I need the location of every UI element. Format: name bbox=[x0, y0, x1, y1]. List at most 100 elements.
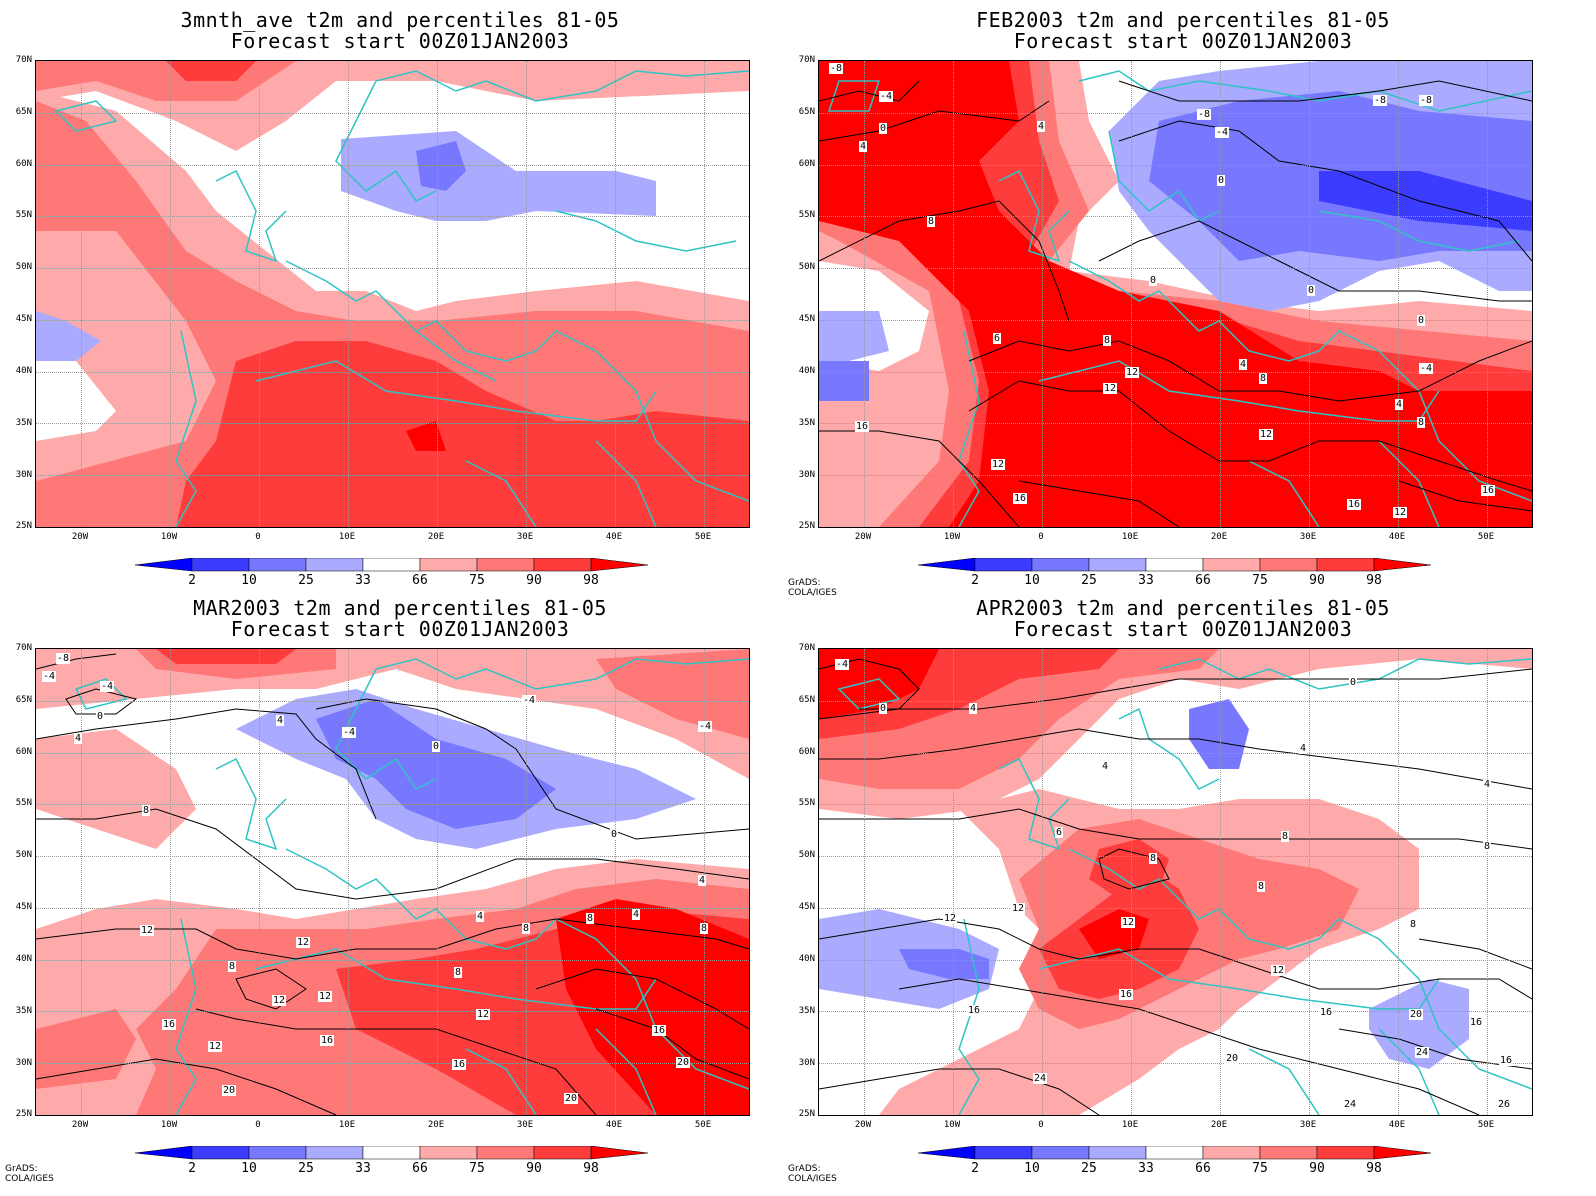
colorbar-segment bbox=[1088, 1146, 1147, 1160]
colorbar-segment bbox=[248, 1146, 307, 1160]
gridline bbox=[1042, 649, 1043, 1115]
lat-tick: 55N bbox=[798, 210, 815, 220]
lat-tick: 45N bbox=[15, 314, 32, 324]
colorbar-segment bbox=[1259, 1146, 1318, 1160]
lat-tick: 60N bbox=[798, 159, 815, 169]
colorbar-segment bbox=[1145, 558, 1204, 572]
colorbar-label: 10 bbox=[241, 573, 257, 588]
lon-tick: 20E bbox=[427, 532, 445, 542]
contour-label: 4 bbox=[74, 733, 83, 744]
contour-label: 16 bbox=[452, 1059, 467, 1070]
colorbar-label: 33 bbox=[355, 1161, 371, 1176]
gridline bbox=[819, 113, 1532, 114]
contour-label: 20 bbox=[222, 1085, 237, 1096]
contour-label: 0 bbox=[1307, 285, 1316, 296]
gridline bbox=[1131, 649, 1132, 1115]
lat-tick: 65N bbox=[798, 107, 815, 117]
contour-label: 12 bbox=[476, 1009, 491, 1020]
contour-label: 0 bbox=[1349, 677, 1358, 688]
colorbar: 2 10 25 33 66 75 90 98 bbox=[135, 558, 650, 590]
colorbar-triangle-high bbox=[1373, 558, 1432, 572]
lat-tick: 55N bbox=[15, 798, 32, 808]
colorbar-triangle-low bbox=[135, 558, 193, 572]
gridline bbox=[36, 268, 749, 269]
contour-label: -8 bbox=[56, 653, 71, 664]
contour-label: 12 bbox=[1259, 429, 1274, 440]
colorbar-label: 25 bbox=[1081, 573, 1097, 588]
lon-tick: 10E bbox=[338, 1120, 356, 1130]
colorbar-segment bbox=[476, 1146, 535, 1160]
contour-label: 12 bbox=[1271, 965, 1286, 976]
colorbar-svg bbox=[135, 1146, 649, 1160]
colorbar-label: 75 bbox=[1252, 1161, 1268, 1176]
contour-label: 16 bbox=[1481, 485, 1496, 496]
contour-label: 12 bbox=[208, 1041, 223, 1052]
contour-label: 4 bbox=[632, 909, 641, 920]
contour-label: -8 bbox=[1419, 95, 1434, 106]
lon-tick: 20E bbox=[1210, 532, 1228, 542]
colorbar-label: 33 bbox=[355, 573, 371, 588]
gridline bbox=[437, 649, 438, 1115]
lat-tick: 30N bbox=[15, 1058, 32, 1068]
gridline bbox=[819, 216, 1532, 217]
contour-label: 16 bbox=[320, 1035, 335, 1046]
gridline bbox=[526, 649, 527, 1115]
grads-credit: GrADS: COLA/IGES bbox=[788, 578, 837, 598]
panel-title-line2: Forecast start 00Z01JAN2003 bbox=[230, 29, 570, 53]
gridline bbox=[348, 61, 349, 527]
contour-label: -4 bbox=[342, 727, 357, 738]
lon-tick: 0 bbox=[255, 532, 261, 542]
lon-tick: 0 bbox=[1038, 1120, 1044, 1130]
panel-title-line1: APR2003 t2m and percentiles 81-05 bbox=[976, 596, 1390, 620]
contour-label: 4 bbox=[276, 715, 285, 726]
grads-credit: GrADS: COLA/IGES bbox=[788, 1164, 837, 1184]
map-mar2003: -8 -4 -4 0 4 4 -4 0 -4 -4 8 0 4 12 12 4 … bbox=[35, 648, 750, 1116]
panel-title-line1: 3mnth_ave t2m and percentiles 81-05 bbox=[180, 8, 620, 32]
lat-tick: 65N bbox=[15, 107, 32, 117]
contour-label: -4 bbox=[522, 695, 537, 706]
colorbar-segment bbox=[248, 558, 307, 572]
lon-tick: 10E bbox=[338, 532, 356, 542]
contour-label: -4 bbox=[698, 721, 713, 732]
lat-tick: 70N bbox=[798, 643, 815, 653]
contour-label: 20 bbox=[676, 1057, 691, 1068]
gridline bbox=[1131, 61, 1132, 527]
gridline bbox=[36, 475, 749, 476]
contour-label: 0 bbox=[1149, 275, 1158, 286]
gridline bbox=[526, 61, 527, 527]
colorbar-triangle-high bbox=[590, 558, 649, 572]
contour-label: -8 bbox=[1373, 95, 1388, 106]
lon-tick: 40E bbox=[1388, 532, 1406, 542]
gridline bbox=[819, 753, 1532, 754]
gridline bbox=[36, 216, 749, 217]
contour-label: 8 bbox=[1259, 373, 1268, 384]
contour-label: 4 bbox=[1101, 761, 1110, 772]
contour-label: -8 bbox=[1197, 109, 1212, 120]
lat-tick: 65N bbox=[798, 695, 815, 705]
contour-label: -8 bbox=[829, 63, 844, 74]
colorbar-triangle-low bbox=[918, 1146, 976, 1160]
contour-label: 8 bbox=[142, 805, 151, 816]
contour-label: 8 bbox=[228, 961, 237, 972]
colorbar-segment bbox=[1202, 1146, 1261, 1160]
contour-label: 8 bbox=[586, 913, 595, 924]
lon-tick: 50E bbox=[694, 532, 712, 542]
lat-tick: 30N bbox=[15, 470, 32, 480]
panel-title-line1: MAR2003 t2m and percentiles 81-05 bbox=[193, 596, 607, 620]
lon-tick: 10W bbox=[160, 1120, 178, 1130]
colorbar-label: 2 bbox=[971, 573, 979, 588]
colorbar-segment bbox=[419, 558, 478, 572]
contour-label: 8 bbox=[1103, 335, 1112, 346]
colorbar-triangle-high bbox=[590, 1146, 649, 1160]
colorbar-label: 10 bbox=[1024, 1161, 1040, 1176]
map-apr2003: -4 0 4 0 4 4 4 6 8 8 8 12 12 8 12 8 16 1… bbox=[818, 648, 1533, 1116]
contour-label: 24 bbox=[1415, 1047, 1430, 1058]
colorbar-label: 90 bbox=[1309, 573, 1325, 588]
contour-label: -4 bbox=[42, 671, 57, 682]
lon-tick: 0 bbox=[1038, 532, 1044, 542]
contour-label: 4 bbox=[1395, 399, 1404, 410]
contour-label: -4 bbox=[1419, 363, 1434, 374]
contour-label: 16 bbox=[855, 421, 870, 432]
colorbar-label: 2 bbox=[188, 1161, 196, 1176]
contour-label: 16 bbox=[652, 1025, 667, 1036]
